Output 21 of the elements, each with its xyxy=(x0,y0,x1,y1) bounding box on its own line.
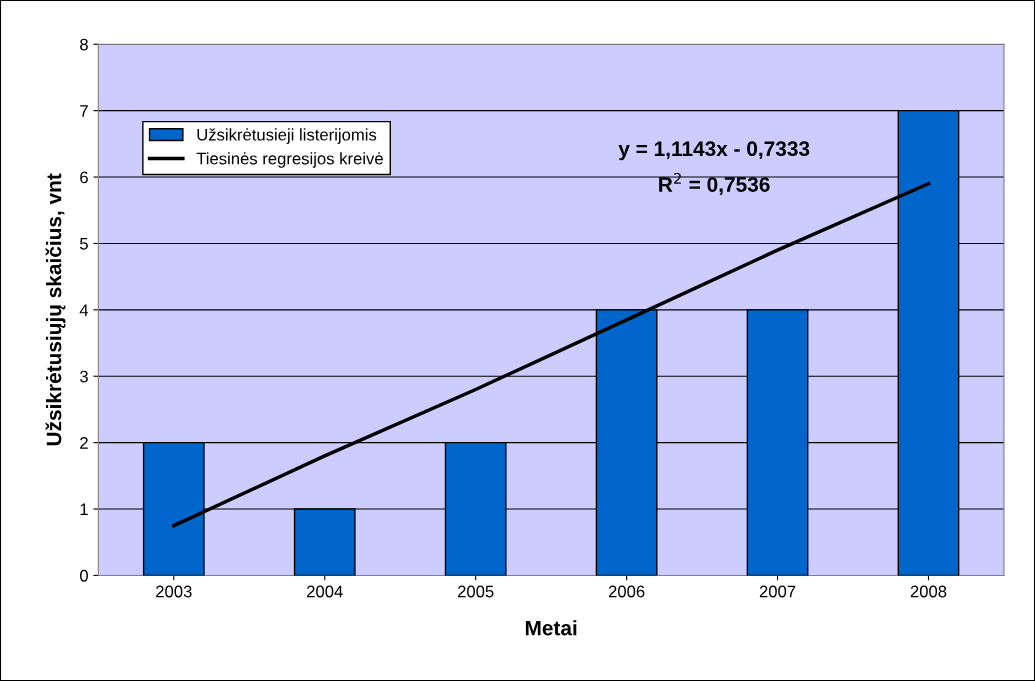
x-tick-label: 2005 xyxy=(457,585,494,598)
y-tick-label: 6 xyxy=(80,171,88,184)
legend-label: Užsikrėtusieji listerijomis xyxy=(197,128,377,144)
x-axis-title: Metai xyxy=(525,620,577,636)
y-tick-label: 8 xyxy=(80,38,88,51)
annotation: y = 1,1143x - 0,7333 xyxy=(618,141,810,161)
legend-label: Tiesinės regresijos kreivė xyxy=(196,152,383,168)
y-tick-label: 2 xyxy=(80,437,88,449)
x-tick-label: 2004 xyxy=(307,585,343,598)
y-axis-title: Užsikrėtusiųjų skaičius, vnt xyxy=(45,173,66,446)
x-tick-label: 2006 xyxy=(608,585,645,598)
y-tick-label: 1 xyxy=(80,503,88,516)
y-tick-label: 7 xyxy=(80,105,88,117)
y-tick-label: 0 xyxy=(79,569,88,582)
x-tick-label: 2007 xyxy=(759,585,796,598)
y-tick-label: 5 xyxy=(80,238,88,250)
x-tick-label: 2003 xyxy=(156,585,192,598)
y-tick-label: 4 xyxy=(79,304,89,316)
x-tick-label: 2008 xyxy=(910,585,947,598)
y-tick-label: 3 xyxy=(79,370,88,383)
annotation: R$^{2}$ = 0,7536 xyxy=(659,172,770,195)
